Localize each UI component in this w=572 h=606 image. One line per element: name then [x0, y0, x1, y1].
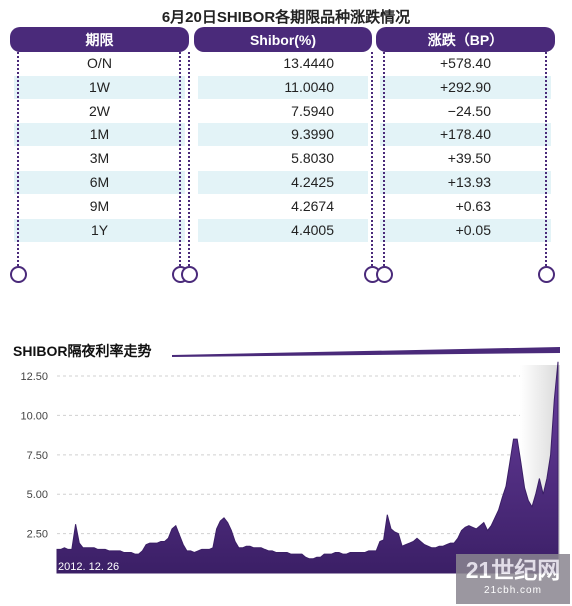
overnight-rate-area [56, 361, 559, 574]
table-row-band [198, 218, 368, 242]
term-cell: O/N [87, 55, 112, 71]
table-row-band [14, 75, 185, 99]
table-row-band [14, 218, 185, 242]
chart-title: SHIBOR隔夜利率走势 [13, 343, 152, 359]
table-row-band [380, 171, 551, 194]
watermark-logo-text: 21世纪网 [465, 557, 561, 583]
rate-cell: 4.4005 [291, 221, 334, 238]
table-row-band [14, 123, 185, 147]
header-shibor: Shibor(%) [194, 27, 372, 52]
table-title: 6月20日SHIBOR各期限品种涨跌情况 [161, 9, 411, 26]
rate-cell: 13.4440 [283, 55, 334, 71]
change-cell: +178.40 [440, 126, 491, 143]
rate-cell: 11.0040 [284, 78, 334, 95]
table-row-band [198, 123, 368, 147]
change-cell: +39.50 [447, 150, 491, 167]
circle-marker-icon [376, 266, 393, 283]
table-row-band [198, 75, 368, 99]
term-cell: 6M [89, 174, 110, 190]
circle-marker-icon [10, 266, 27, 283]
rate-cell: 9.3990 [291, 126, 334, 143]
change-cell: +0.05 [455, 221, 491, 238]
table-row-band [14, 171, 185, 194]
change-cell: +0.63 [455, 197, 491, 214]
watermark-logo: 21世纪网 21cbh.com [456, 554, 570, 604]
dotted-guide-line [371, 52, 373, 266]
rate-cell: 4.2674 [291, 197, 334, 214]
rate-cell: 7.5940 [291, 102, 334, 119]
header-change: 涨跌（BP） [376, 27, 555, 52]
change-cell: −24.50 [447, 102, 491, 119]
dotted-guide-line [188, 52, 190, 266]
dotted-guide-line [383, 52, 385, 266]
watermark-sub-text: 21cbh.com [484, 585, 542, 596]
rate-cell: 5.8030 [291, 150, 334, 167]
change-cell: +578.40 [440, 55, 491, 71]
change-cell: +13.93 [447, 174, 491, 190]
term-cell: 1Y [90, 221, 109, 238]
y-tick-label: 2.50 [27, 529, 48, 541]
x-start-label: 2012. 12. 26 [58, 561, 119, 573]
y-tick-label: 12.50 [20, 371, 48, 383]
circle-marker-icon [181, 266, 198, 283]
term-cell: 1M [89, 126, 110, 143]
y-tick-label: 10.00 [20, 410, 48, 422]
title-swoosh [172, 347, 560, 357]
y-tick-label: 7.50 [27, 450, 48, 462]
term-cell: 3M [89, 150, 110, 167]
dotted-guide-line [545, 52, 547, 266]
table-row-band [380, 218, 551, 242]
header-term: 期限 [10, 27, 189, 52]
dotted-guide-line [17, 52, 19, 266]
y-tick-label: 5.00 [27, 489, 48, 501]
circle-marker-icon [538, 266, 555, 283]
term-cell: 9M [89, 197, 110, 214]
term-cell: 2W [89, 102, 110, 119]
table-row-band [198, 171, 368, 194]
rate-cell: 4.2425 [291, 174, 334, 190]
change-cell: +292.90 [440, 78, 491, 95]
term-cell: 1W [89, 78, 110, 95]
table-row-band [380, 75, 551, 99]
dotted-guide-line [179, 52, 181, 266]
table-row-band [380, 123, 551, 147]
